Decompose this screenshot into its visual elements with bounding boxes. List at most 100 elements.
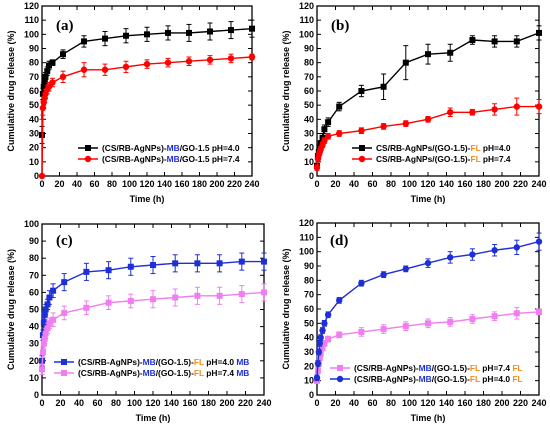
data-point (380, 123, 387, 130)
data-point (336, 297, 343, 304)
legend-label-part: FL (194, 368, 204, 378)
x-tick-label: 180 (476, 398, 491, 408)
x-tick-label: 80 (386, 398, 396, 408)
panel-label: (b) (331, 18, 349, 34)
y-tick-label: 80 (304, 58, 314, 68)
x-tick-label: 100 (402, 398, 417, 408)
legend-label: (CS/RB-AgNPs)-MB/(GO-1.5)-FL pH=4.0 MB (78, 357, 249, 367)
data-point (319, 327, 326, 334)
data-point (513, 38, 520, 45)
x-tick-label: 240 (256, 398, 271, 408)
series-1 (39, 252, 267, 367)
data-point (447, 318, 454, 325)
legend-marker (337, 365, 343, 371)
data-point (50, 316, 57, 323)
legend-entry: (CS/RB-AgNPs)-MB/(GO-1.5)-FL pH=4.0 FL (330, 374, 523, 384)
legend-entry: (CS/RB-AgNPs)-MB/(GO-1.5)-FL pH=4.0 MB (54, 357, 249, 367)
data-point (105, 267, 112, 274)
data-point (40, 83, 47, 90)
x-tick-label: 200 (494, 179, 509, 189)
data-point (425, 320, 431, 327)
x-tick-label: 40 (349, 179, 359, 189)
x-tick-label: 220 (513, 179, 528, 189)
data-point (424, 116, 432, 123)
data-point (164, 59, 172, 66)
legend-label-part: pH=7.4 (481, 154, 511, 164)
legend-label-part: MB (236, 357, 249, 367)
data-point (317, 334, 324, 341)
data-point (380, 271, 387, 278)
y-tick-label: 0 (309, 171, 314, 181)
data-point (313, 164, 321, 171)
x-tick-label: 220 (238, 398, 253, 408)
series-1 (39, 19, 255, 144)
legend-marker (61, 370, 67, 376)
x-tick-label: 140 (439, 179, 454, 189)
panel-label: (d) (330, 233, 348, 249)
data-point (261, 258, 267, 265)
legend-marker (61, 359, 67, 365)
data-point (319, 344, 326, 351)
x-tick-label: 140 (439, 398, 454, 408)
y-tick-label: 90 (29, 236, 39, 246)
legend-label: (CS/RB-AgNPs)-MB/(GO-1.5)-FL pH=7.4 MB (78, 368, 249, 378)
data-point (261, 289, 267, 296)
x-tick-label: 20 (54, 179, 64, 189)
x-tick-label: 60 (367, 398, 377, 408)
legend-entry: CS/RB-AgNPs/(GO-1.5)-FL pH=4.0 (352, 143, 511, 153)
legend-marker (359, 145, 365, 151)
legend-label: (CS/RB-AgNPs)-MB/(GO-1.5)-FL pH=4.0 FL (354, 374, 523, 384)
data-point (313, 374, 321, 381)
x-tick-label: 20 (330, 398, 340, 408)
x-tick-label: 100 (127, 398, 142, 408)
legend-label-part: FL (512, 363, 522, 373)
y-tick-label: 100 (299, 247, 314, 257)
y-tick-label: 80 (304, 275, 314, 285)
x-tick-label: 240 (244, 179, 259, 189)
y-tick-label: 70 (29, 270, 39, 280)
data-point (38, 172, 46, 180)
data-point (469, 37, 476, 43)
panel-label: (c) (56, 233, 73, 249)
legend-entry: (CS/RB-AgNPs)-MB/GO-1.5 pH=7.4 (78, 154, 240, 164)
y-tick-label: 40 (304, 333, 314, 343)
y-tick-label: 30 (304, 129, 314, 139)
legend-label-part: MB (419, 363, 432, 373)
x-tick-label: 180 (476, 179, 491, 189)
x-tick-label: 60 (367, 179, 377, 189)
legend-label-part: MB (419, 374, 432, 384)
legend-label-part: pH=4.0 (481, 143, 511, 153)
x-tick-label: 20 (55, 398, 65, 408)
legend-label-part: FL (194, 357, 204, 367)
data-point (325, 336, 332, 343)
data-point (324, 133, 332, 140)
y-tick-label: 120 (24, 1, 39, 11)
data-point (314, 360, 322, 367)
panel-label: (a) (56, 18, 74, 34)
data-point (194, 260, 201, 267)
data-point (248, 53, 256, 61)
data-point (40, 320, 47, 327)
data-point (227, 55, 235, 62)
data-point (380, 83, 387, 90)
data-point (336, 130, 343, 137)
data-point (238, 291, 245, 298)
x-tick-label: 200 (219, 398, 234, 408)
legend-label-part: MB (167, 154, 180, 164)
legend-label-part: /GO-1.5 pH=4.0 (180, 143, 240, 153)
data-point (60, 51, 66, 58)
legend-label-part: /GO-1.5 pH=7.4 (180, 154, 240, 164)
x-tick-label: 0 (314, 398, 319, 408)
series-line (41, 260, 264, 361)
data-point (325, 119, 332, 126)
x-tick-label: 200 (209, 179, 224, 189)
data-point (127, 297, 134, 304)
data-point (186, 29, 192, 36)
data-point (59, 73, 67, 81)
data-point (336, 331, 343, 338)
data-point (447, 49, 454, 56)
x-tick-label: 240 (531, 398, 546, 408)
x-tick-label: 0 (39, 179, 44, 189)
y-tick-label: 0 (34, 171, 39, 181)
x-axis-label: Time (h) (130, 194, 165, 204)
